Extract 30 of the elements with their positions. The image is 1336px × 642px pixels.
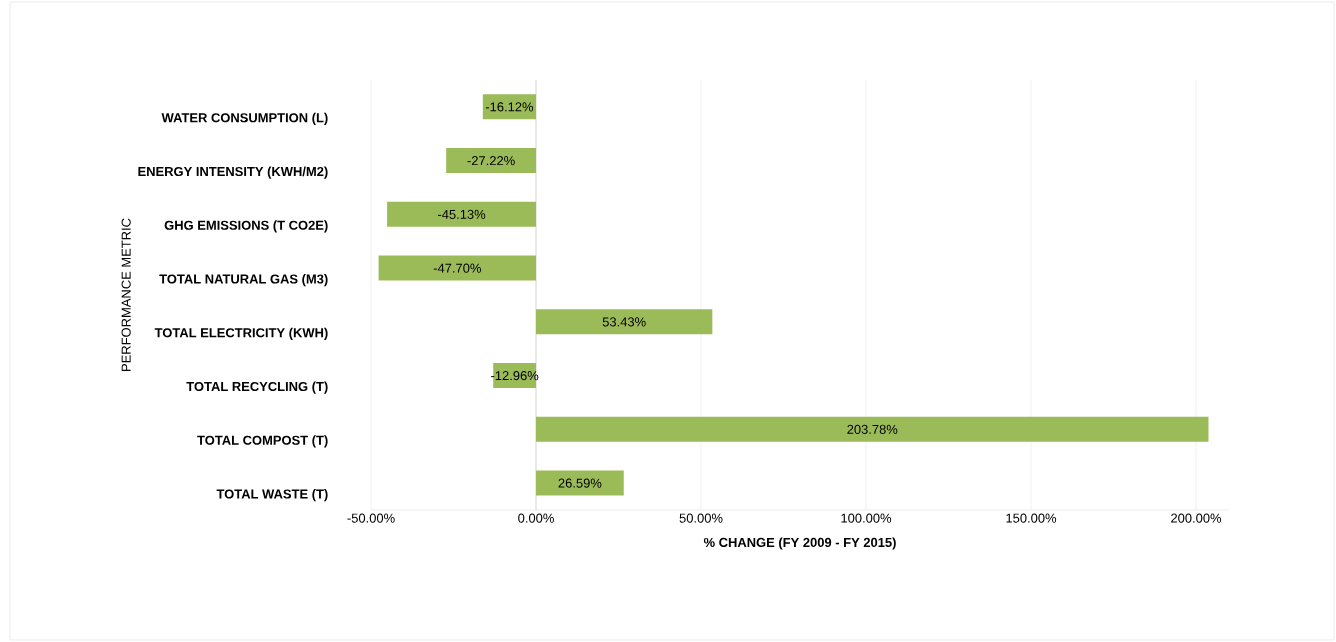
data-label: 26.59% xyxy=(558,478,602,488)
data-label: -47.70% xyxy=(433,263,481,273)
data-label: 203.78% xyxy=(847,424,898,434)
x-tick-label: 200.00% xyxy=(1171,513,1222,523)
y-tick-label: TOTAL WASTE (T) xyxy=(216,489,328,502)
data-label: -16.12% xyxy=(485,102,534,112)
data-label: 53.43% xyxy=(602,317,646,327)
bar xyxy=(536,416,1209,442)
bar xyxy=(536,309,713,335)
y-tick-label: TOTAL NATURAL GAS (M3) xyxy=(159,274,328,287)
y-tick-label: WATER CONSUMPTION (L) xyxy=(161,112,328,125)
data-label: -27.22% xyxy=(467,156,515,166)
y-axis-title: PERFORMANCE METRIC xyxy=(121,218,131,371)
bar xyxy=(446,148,537,174)
data-label: -45.13% xyxy=(438,209,486,219)
y-tick-label: TOTAL COMPOST (T) xyxy=(197,435,328,448)
y-tick-label: TOTAL RECYCLING (T) xyxy=(186,381,328,394)
bar xyxy=(387,201,537,227)
x-tick-label: 150.00% xyxy=(1006,513,1057,523)
x-axis-title: % CHANGE (FY 2009 - FY 2015) xyxy=(703,537,896,550)
x-tick-label: 100.00% xyxy=(841,513,892,523)
x-tick-label: -50.00% xyxy=(347,513,395,523)
y-tick-label: GHG EMISSIONS (T CO2E) xyxy=(164,220,328,233)
y-tick-label: TOTAL ELECTRICITY (KWH) xyxy=(154,327,328,340)
bar xyxy=(482,94,537,120)
bar xyxy=(536,470,624,496)
x-tick-label: 50.00% xyxy=(679,513,723,523)
bar xyxy=(378,255,537,281)
y-tick-label: ENERGY INTENSITY (KWH/M2) xyxy=(138,166,328,179)
x-tick-label: 0.00% xyxy=(518,513,554,523)
